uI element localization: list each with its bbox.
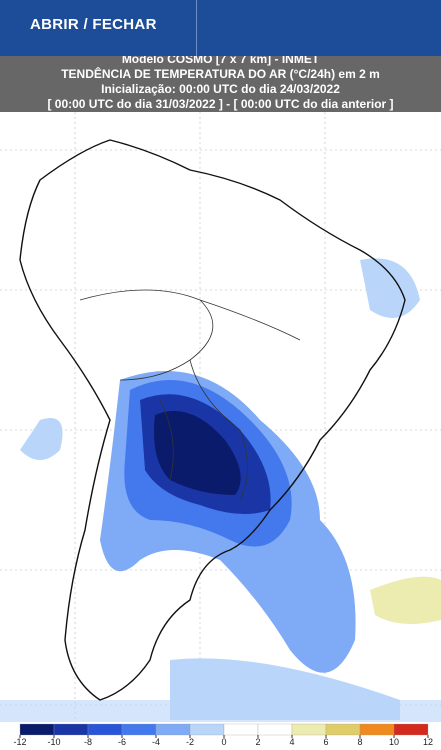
colorbar-tick-label: -2 [186,737,194,747]
colorbar-segment [291,723,327,736]
colorbar-tick-label: -6 [118,737,126,747]
colorbar-segment [53,723,89,736]
title-line: Inicialização: 00:00 UTC do dia 24/03/20… [101,82,340,96]
continent-outline [19,139,406,701]
colorbar-tick-label: 0 [221,737,226,747]
colorbar-segment [121,723,157,736]
title-band: Modelo COSMO [7 x 7 km] - INMET TENDÊNCI… [0,48,441,112]
colorbar-tick-label: -12 [13,737,26,747]
colorbar-tick-label: 8 [357,737,362,747]
title-line: TENDÊNCIA DE TEMPERATURA DO AR (°C/24h) … [61,67,380,81]
border-lines [79,289,301,501]
colorbar-tick-label: 10 [389,737,399,747]
title-line: [ 00:00 UTC do dia 31/03/2022 ] - [ 00:0… [47,97,394,111]
colorbar-tick-label: 4 [289,737,294,747]
temperature-field [0,258,441,722]
colorbar-tick-label: -8 [84,737,92,747]
colorbar-segment [155,723,191,736]
divider [196,0,197,56]
colorbar-tick-label: -4 [152,737,160,747]
toggle-button[interactable]: ABRIR / FECHAR [30,16,157,33]
colorbar: -12 -10 -8 -6 -4 -2 0 2 4 6 8 10 12 [13,723,433,747]
colorbar-tick-label: -10 [47,737,60,747]
colorbar-segment [359,723,395,736]
header: ABRIR / FECHAR [0,0,441,56]
colorbar-segment [19,723,55,736]
colorbar-segment [189,723,225,736]
colorbar-segment [223,723,259,736]
colorbar-tick-label: 2 [255,737,260,747]
colorbar-segment [87,723,123,736]
colorbar-segment [257,723,293,736]
colorbar-tick-label: 6 [323,737,328,747]
colorbar-segment [325,723,361,736]
colorbar-tick-label: 12 [423,737,433,747]
colorbar-segment [393,723,429,736]
